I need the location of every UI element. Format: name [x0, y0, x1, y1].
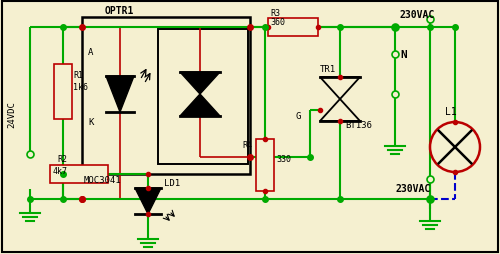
- Text: 1k6: 1k6: [73, 83, 88, 92]
- Text: 230VAC: 230VAC: [400, 10, 435, 20]
- Text: OPTR1: OPTR1: [105, 6, 134, 16]
- Polygon shape: [320, 100, 360, 121]
- Polygon shape: [135, 188, 161, 214]
- Polygon shape: [106, 77, 134, 113]
- Text: R2: R2: [57, 154, 67, 163]
- Polygon shape: [180, 95, 220, 117]
- Text: R4: R4: [242, 140, 252, 149]
- Text: TR1: TR1: [320, 65, 336, 74]
- Text: BT136: BT136: [345, 121, 372, 130]
- Polygon shape: [180, 73, 220, 95]
- Bar: [268, 19, 318, 37]
- Polygon shape: [320, 78, 360, 100]
- Circle shape: [430, 122, 480, 172]
- Bar: [256, 139, 274, 191]
- Text: LD1: LD1: [164, 178, 180, 187]
- Text: R3: R3: [270, 9, 280, 18]
- Text: 330: 330: [276, 154, 291, 163]
- Text: 360: 360: [270, 18, 285, 27]
- Text: G: G: [295, 112, 300, 121]
- Bar: [82, 18, 250, 174]
- Bar: [158, 30, 248, 164]
- Text: 230VAC: 230VAC: [395, 183, 430, 193]
- Text: 24VDC: 24VDC: [7, 101, 16, 128]
- Text: R1: R1: [73, 71, 83, 80]
- Bar: [54, 65, 72, 120]
- Text: A: A: [88, 48, 94, 57]
- Text: L1: L1: [445, 107, 457, 117]
- Text: N: N: [400, 50, 407, 60]
- Text: K: K: [88, 118, 94, 126]
- Text: 4k7: 4k7: [53, 166, 68, 175]
- Text: MOC3041: MOC3041: [84, 175, 122, 184]
- Bar: [50, 165, 108, 183]
